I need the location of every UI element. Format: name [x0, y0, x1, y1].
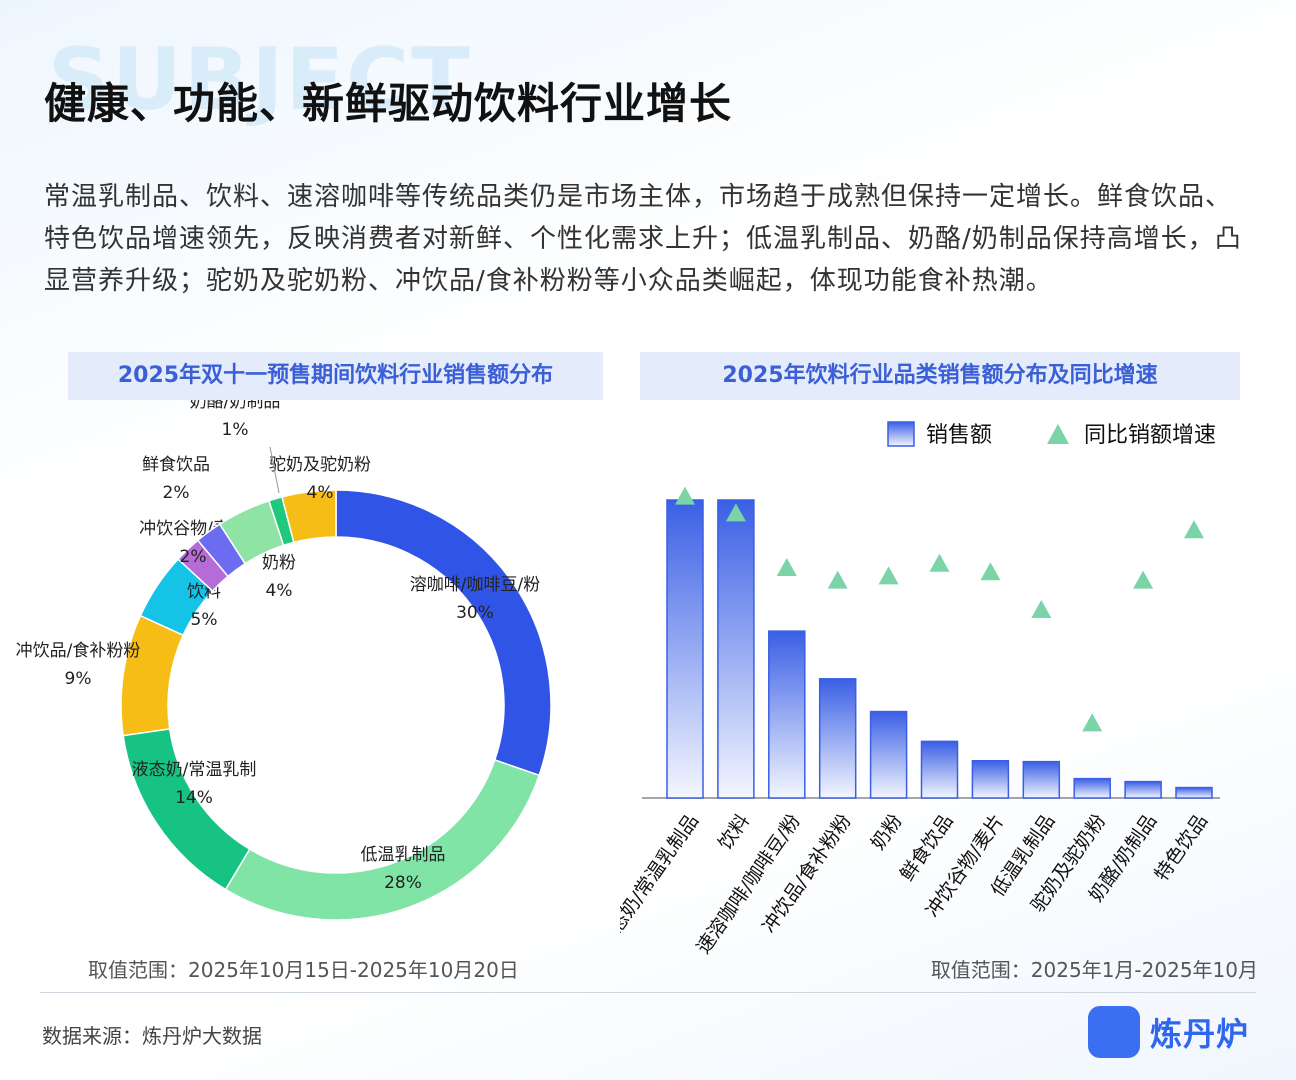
brand-name: 炼丹炉: [1150, 1015, 1250, 1053]
bar: [1124, 780, 1162, 799]
bar: [818, 678, 857, 799]
growth-marker: [675, 486, 695, 505]
category-label: 奶粉: [867, 810, 907, 854]
bar: [768, 630, 806, 799]
bar: [1022, 760, 1061, 799]
bar-range-note: 取值范围：2025年1月-2025年10月: [930, 958, 1258, 982]
legend-triangle-label: 同比销额增速: [1084, 423, 1216, 448]
donut-slice-label: 驼奶及驼奶粉: [269, 455, 371, 475]
donut-slice-pct: 4%: [307, 483, 334, 503]
donut-slice-pct: 1%: [222, 420, 249, 440]
data-source: 数据来源：炼丹炉大数据: [42, 1024, 262, 1048]
brand-logo: 炼丹炉: [1088, 1006, 1249, 1058]
bar: [666, 499, 704, 799]
legend-bar-label: 销售额: [926, 423, 992, 448]
bar: [717, 499, 755, 799]
donut-slice-label: 奶酪/奶制品: [190, 400, 281, 412]
donut-chart-title: 2025年双十一预售期间饮料行业销售额分布: [68, 352, 603, 400]
donut-slice: [122, 728, 251, 891]
donut-range-note: 取值范围：2025年10月15日-2025年10月20日: [88, 958, 519, 982]
donut-chart: 溶咖啡/咖啡豆/粉 30% 低温乳制品 28% 液态奶/常温乳制 14% 冲饮品/食补粉粉 9…: [16, 400, 552, 921]
donut-slice-label: 液态奶/常温乳制: [132, 760, 257, 780]
donut-slice-label: 冲饮品/食补粉粉: [16, 641, 141, 661]
growth-marker: [929, 553, 950, 572]
donut-slice-pct: 5%: [191, 610, 218, 630]
donut-slice: [120, 614, 185, 737]
donut-slice: [281, 489, 337, 544]
leader-line: [269, 446, 280, 494]
donut-slice-label: 奶粉: [262, 553, 296, 573]
bar: [1073, 777, 1111, 799]
growth-marker: [1133, 570, 1154, 589]
bar: [1175, 786, 1213, 799]
donut-slice-pct: 4%: [266, 581, 293, 601]
footer-divider: [40, 992, 1256, 993]
donut-slice-pct: 9%: [65, 669, 92, 689]
growth-marker: [1184, 520, 1204, 539]
category-label: 特色饮品: [1150, 810, 1212, 885]
brand-icon: [1088, 1006, 1140, 1058]
donut-slice-pct: 2%: [180, 547, 207, 567]
category-label: 液态奶/常温乳制品: [620, 810, 703, 952]
donut-slice-pct: 28%: [384, 873, 422, 893]
watermark-text: SUBJECT: [48, 30, 472, 130]
donut-slice: [224, 758, 541, 921]
donut-slice-label: 低温乳制品: [361, 845, 446, 865]
bar: [971, 760, 1010, 799]
growth-marker: [878, 566, 899, 585]
page-title: 健康、功能、新鲜驱动饮料行业增长: [44, 79, 733, 128]
donut-slice-pct: 2%: [163, 483, 190, 503]
growth-marker: [725, 503, 746, 522]
growth-marker: [776, 558, 797, 576]
bar-chart-title: 2025年饮料行业品类销售额分布及同比增速: [640, 352, 1240, 400]
donut-slice-label: 溶咖啡/咖啡豆/粉: [410, 575, 540, 595]
donut-slice-label: 鲜食饮品: [142, 455, 210, 475]
intro-paragraph: 常温乳制品、饮料、速溶咖啡等传统品类仍是市场主体，市场趋于成熟但保持一定增长。鲜…: [44, 182, 1242, 296]
category-label: 饮料: [714, 810, 754, 854]
growth-marker: [1031, 600, 1052, 618]
bar: [920, 740, 959, 799]
donut-slice-pct: 14%: [175, 788, 213, 808]
legend-triangle-icon: [1047, 424, 1069, 444]
growth-marker: [1082, 713, 1103, 732]
donut-slice: [335, 489, 552, 777]
donut-slice-pct: 30%: [456, 603, 494, 623]
growth-marker: [827, 570, 848, 589]
bar: [869, 710, 908, 799]
legend-bar-swatch: [887, 421, 915, 447]
growth-marker: [980, 562, 1001, 581]
